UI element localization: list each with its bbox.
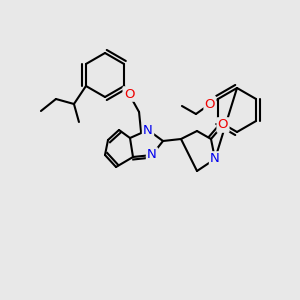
Text: O: O [205,98,215,110]
Text: N: N [147,148,157,161]
Text: N: N [143,124,153,136]
Text: O: O [124,88,134,100]
Text: N: N [210,152,220,166]
Text: O: O [218,118,228,131]
